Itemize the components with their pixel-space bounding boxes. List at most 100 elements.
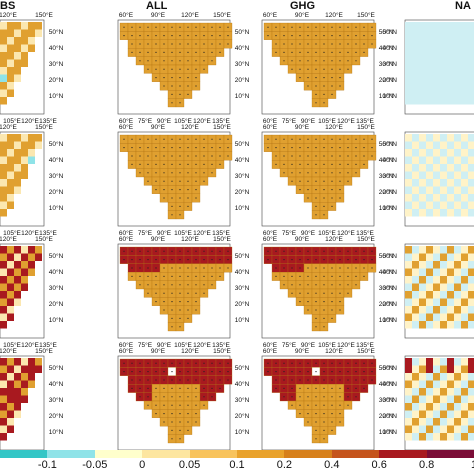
row1-ghg-significance-dot bbox=[307, 35, 309, 37]
row2-nat-grid-cell bbox=[405, 194, 412, 202]
colorbar-tick-label: 0.6 bbox=[371, 459, 387, 471]
row2-nat-grid-cell bbox=[426, 186, 433, 194]
row1-nat-grid-cell bbox=[405, 74, 412, 82]
row4-all-significance-dot bbox=[163, 404, 165, 406]
row4-nat-grid-cell bbox=[405, 410, 412, 418]
row3-obs-grid-cell bbox=[0, 298, 7, 306]
row1-nat-grid-cell bbox=[468, 52, 474, 60]
row1-obs-grid-cell bbox=[7, 82, 14, 90]
row2-all-significance-dot bbox=[139, 172, 141, 174]
row3-obs-grid-cell bbox=[14, 298, 21, 306]
row3-all-significance-dot bbox=[203, 284, 205, 286]
row4-all-significance-dot bbox=[219, 371, 221, 373]
row1-obs-grid-cell bbox=[0, 89, 7, 97]
row4-all-lat-label: 50°N bbox=[235, 364, 250, 372]
row2-obs-grid-cell bbox=[28, 141, 35, 149]
row4-all-significance-dot bbox=[187, 379, 189, 381]
row2-nat-grid-cell bbox=[405, 171, 412, 179]
row4-ghg-significance-dot bbox=[291, 387, 293, 389]
row3-ghg-significance-dot bbox=[347, 284, 349, 286]
row3-all-significance-dot bbox=[195, 301, 197, 303]
row3-nat-grid-cell bbox=[412, 253, 419, 261]
row1-nat-grid-cell bbox=[440, 52, 447, 60]
row4-ghg-significance-dot bbox=[339, 379, 341, 381]
row1-ghg-lat-label: 20°N bbox=[379, 76, 394, 84]
row1-all-significance-dot bbox=[147, 43, 149, 45]
row1-nat-grid-cell bbox=[461, 67, 468, 75]
row1-nat-grid-cell bbox=[419, 67, 426, 75]
row4-nat-grid-cell bbox=[405, 418, 412, 426]
row3-all-significance-dot bbox=[179, 267, 181, 269]
row3-ghg-significance-dot bbox=[283, 267, 285, 269]
row1-nat-grid-cell bbox=[440, 82, 447, 90]
row4-ghg-lat-label: 30°N bbox=[379, 396, 394, 404]
row2-ghg-significance-dot bbox=[355, 155, 357, 157]
row1-nat-grid-cell bbox=[461, 37, 468, 45]
row2-obs-grid-cell bbox=[0, 134, 7, 142]
row4-nat-grid-cell bbox=[433, 365, 440, 373]
row2-nat-grid-cell bbox=[433, 164, 440, 172]
row2-obs-grid-cell bbox=[0, 186, 7, 194]
row3-all-significance-dot bbox=[187, 292, 189, 294]
row1-all-significance-dot bbox=[171, 102, 173, 104]
row1-obs-lon-label-bottom: 120°E bbox=[21, 117, 39, 125]
row2-ghg-significance-dot bbox=[283, 147, 285, 149]
row3-ghg-significance-dot bbox=[331, 301, 333, 303]
row3-all-lon-label-bottom: 90°E bbox=[157, 341, 172, 349]
row4-ghg-significance-dot bbox=[315, 396, 317, 398]
row3-ghg-significance-dot bbox=[275, 259, 277, 261]
row2-ghg-significance-dot bbox=[315, 205, 317, 207]
row4-all-significance-dot bbox=[187, 413, 189, 415]
row2-all-significance-dot bbox=[131, 147, 133, 149]
row1-nat-grid-cell bbox=[426, 59, 433, 67]
row4-all-significance-dot bbox=[171, 438, 173, 440]
row4-ghg-significance-dot bbox=[347, 387, 349, 389]
row2-nat-grid-cell bbox=[433, 156, 440, 164]
row1-nat-grid-cell bbox=[419, 29, 426, 37]
row1-ghg-significance-dot bbox=[315, 68, 317, 70]
row3-all-significance-dot bbox=[187, 301, 189, 303]
row1-obs-grid-cell bbox=[0, 44, 7, 52]
row3-all-lat-label: 10°N bbox=[235, 316, 250, 324]
row1-all-significance-dot bbox=[179, 43, 181, 45]
row2-obs-lon-label-top: 150°E bbox=[35, 123, 53, 131]
row3-nat-grid-cell bbox=[419, 246, 426, 254]
row2-nat-grid-cell bbox=[461, 194, 468, 202]
row1-obs-lat-label: 40°N bbox=[49, 44, 64, 52]
row4-ghg-significance-dot bbox=[371, 379, 373, 381]
row2-obs-grid-cell bbox=[7, 171, 14, 179]
row1-ghg-significance-dot bbox=[299, 26, 301, 28]
row2-all-significance-dot bbox=[155, 138, 157, 140]
row3-nat-grid-cell bbox=[426, 276, 433, 284]
row2-all-significance-dot bbox=[163, 147, 165, 149]
row3-all-significance-dot bbox=[163, 309, 165, 311]
row4-ghg-significance-dot bbox=[315, 362, 317, 364]
row1-ghg-significance-dot bbox=[267, 26, 269, 28]
row3-nat-grid-cell bbox=[468, 276, 474, 284]
row3-ghg-significance-dot bbox=[355, 267, 357, 269]
colorbar-swatch bbox=[142, 450, 190, 458]
row3-ghg-significance-dot bbox=[331, 259, 333, 261]
row4-all-significance-dot bbox=[171, 421, 173, 423]
row2-all-significance-dot bbox=[155, 172, 157, 174]
row2-nat-grid-cell bbox=[433, 179, 440, 187]
row2-nat-grid-cell bbox=[412, 149, 419, 157]
row4-nat-grid-cell bbox=[426, 388, 433, 396]
row3-all-lon-label-bottom: 75°E bbox=[138, 341, 153, 349]
row3-ghg-significance-dot bbox=[331, 275, 333, 277]
row1-nat-grid-cell bbox=[433, 44, 440, 52]
row1-nat-grid-cell bbox=[454, 82, 461, 90]
row2-nat-grid-cell bbox=[433, 134, 440, 142]
row3-obs-grid-cell bbox=[14, 261, 21, 269]
row2-ghg-significance-dot bbox=[363, 163, 365, 165]
row2-obs-grid-cell bbox=[14, 171, 21, 179]
row2-nat-grid-cell bbox=[426, 141, 433, 149]
row4-all-significance-dot bbox=[211, 371, 213, 373]
colorbar-tick-label: 0.2 bbox=[276, 459, 293, 471]
row1-ghg-significance-dot bbox=[323, 26, 325, 28]
row3-nat-grid-cell bbox=[440, 306, 447, 314]
row1-ghg-significance-dot bbox=[371, 35, 373, 37]
row1-ghg-significance-dot bbox=[307, 85, 309, 87]
row4-all-significance-dot bbox=[195, 379, 197, 381]
row4-nat-grid-cell bbox=[468, 425, 474, 433]
